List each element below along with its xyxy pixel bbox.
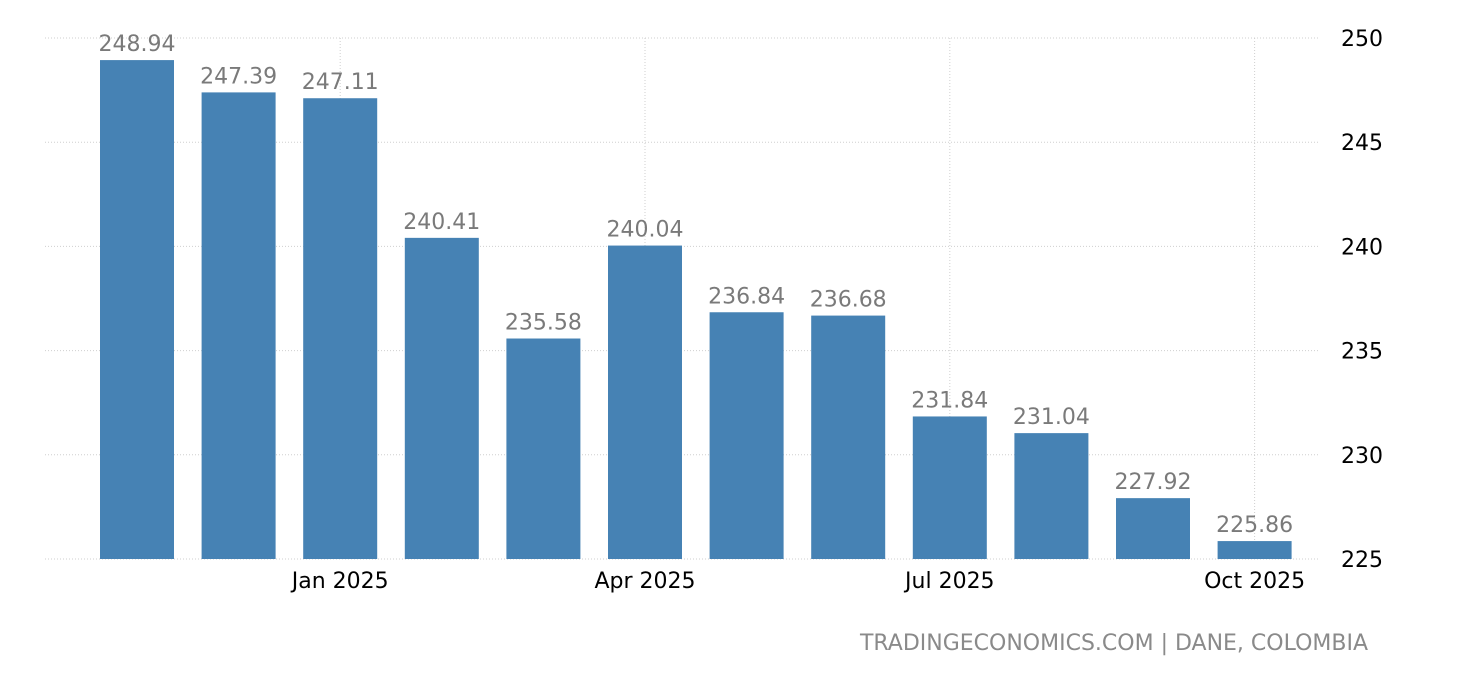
y-tick-label: 230 bbox=[1341, 444, 1383, 469]
y-axis-ticks: 225 230 235 240 245 250 bbox=[1341, 27, 1383, 573]
y-tick-label: 240 bbox=[1341, 235, 1383, 260]
data-label: 235.58 bbox=[505, 311, 582, 336]
x-tick-label: Oct 2025 bbox=[1204, 569, 1305, 594]
x-tick-label: Jan 2025 bbox=[290, 569, 389, 594]
x-tick-label: Apr 2025 bbox=[594, 569, 695, 594]
bar bbox=[1014, 433, 1089, 559]
data-label: 247.39 bbox=[200, 64, 277, 89]
bar bbox=[608, 245, 682, 559]
data-label: 240.41 bbox=[403, 210, 480, 235]
y-tick-label: 245 bbox=[1341, 131, 1383, 156]
bar bbox=[811, 315, 886, 559]
data-label: 236.68 bbox=[810, 288, 887, 313]
data-label: 240.04 bbox=[607, 218, 684, 243]
bar bbox=[1217, 541, 1292, 559]
bar bbox=[912, 416, 987, 559]
bar bbox=[404, 237, 479, 560]
data-label: 225.86 bbox=[1216, 513, 1293, 538]
bar bbox=[1116, 498, 1190, 559]
bars bbox=[100, 60, 1292, 560]
bar bbox=[709, 312, 784, 559]
x-tick-label: Jul 2025 bbox=[903, 569, 995, 594]
data-label: 247.11 bbox=[302, 70, 379, 95]
data-label: 231.84 bbox=[911, 388, 988, 413]
bar bbox=[201, 92, 276, 560]
data-labels: 248.94 247.39 247.11 240.41 235.58 240.04 236.… bbox=[99, 32, 1294, 538]
bar bbox=[100, 60, 174, 560]
y-tick-label: 250 bbox=[1341, 27, 1383, 52]
bar bbox=[303, 98, 378, 559]
source-attribution: TRADINGECONOMICS.COM | DANE, COLOMBIA bbox=[859, 631, 1368, 656]
data-label: 236.84 bbox=[708, 284, 785, 309]
bar bbox=[506, 338, 581, 559]
x-axis-ticks: Jan 2025 Apr 2025 Jul 2025 Oct 2025 bbox=[290, 569, 1305, 594]
data-label: 248.94 bbox=[99, 32, 176, 57]
y-tick-label: 235 bbox=[1341, 340, 1383, 365]
data-label: 227.92 bbox=[1115, 470, 1192, 495]
data-label: 231.04 bbox=[1013, 405, 1090, 430]
y-tick-label: 225 bbox=[1341, 548, 1383, 573]
